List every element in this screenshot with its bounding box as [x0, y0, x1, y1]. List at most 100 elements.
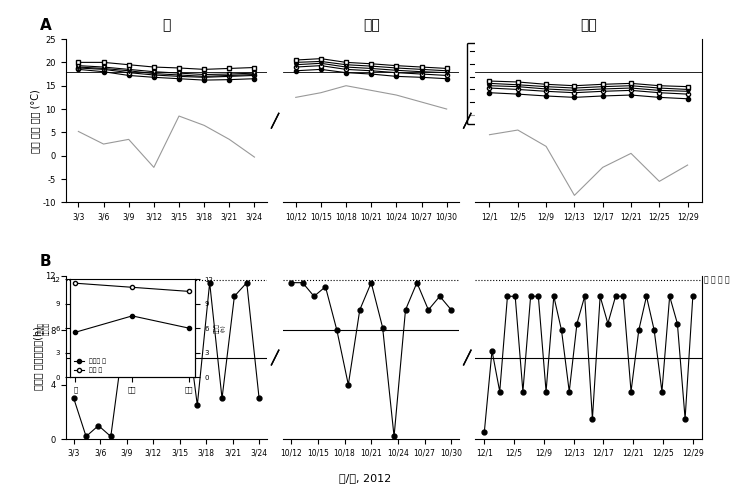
HPS [175, 70, 183, 76]
HPS [225, 71, 234, 77]
Control [392, 74, 401, 80]
낮길 이 [184, 288, 193, 294]
MH [200, 74, 208, 80]
Line: NCFI: NCFI [76, 61, 257, 71]
LED [317, 63, 325, 69]
HPS [626, 83, 635, 89]
HPS [200, 72, 208, 78]
NCFI [341, 60, 350, 65]
Control [175, 76, 183, 81]
MH [485, 83, 494, 89]
MH [442, 70, 451, 76]
Line: MH: MH [294, 61, 449, 75]
LED [124, 70, 133, 76]
NCFI [417, 64, 426, 70]
Text: 최 대 일 조 시 간: 최 대 일 조 시 간 [704, 275, 731, 285]
LED [417, 71, 426, 77]
MH [341, 64, 350, 70]
Control [683, 96, 692, 102]
Line: LED: LED [76, 66, 257, 80]
NCFI [542, 81, 550, 87]
LED [175, 74, 183, 80]
Text: 가을: 가을 [363, 19, 379, 33]
NCFI [175, 65, 183, 71]
MH [99, 65, 108, 71]
Control [225, 77, 234, 82]
HPS [124, 66, 133, 72]
MH [417, 69, 426, 75]
LED [225, 74, 234, 80]
HPS [317, 59, 325, 64]
NCFI [392, 63, 401, 69]
Legend: Control, LED, MH, HPS, NCFI, 시 설외부: Control, LED, MH, HPS, NCFI, 시 설외부 [466, 43, 523, 123]
HPS [442, 68, 451, 74]
HPS [542, 84, 550, 90]
Control [513, 91, 522, 97]
NCFI [225, 65, 234, 71]
NCFI [74, 60, 83, 65]
Control [417, 74, 426, 80]
Control [442, 76, 451, 81]
Control [99, 69, 108, 75]
LED [485, 85, 494, 91]
MH [367, 65, 376, 71]
Control [317, 66, 325, 72]
MH [250, 72, 259, 78]
HPS [683, 86, 692, 92]
LED [655, 90, 664, 96]
Control [367, 71, 376, 77]
낮길 이 [71, 280, 80, 286]
HPS [341, 62, 350, 68]
HPS [250, 70, 259, 76]
NCFI [570, 83, 579, 89]
LED [341, 66, 350, 72]
MH [175, 72, 183, 78]
LED [367, 68, 376, 74]
Line: NCFI: NCFI [294, 57, 449, 71]
NCFI [367, 61, 376, 67]
Text: 겨울: 겨울 [580, 19, 597, 33]
MH [317, 61, 325, 66]
HPS [570, 85, 579, 91]
Text: 봄: 봄 [162, 19, 170, 33]
LED [149, 72, 158, 78]
Control [292, 68, 300, 74]
NCFI [598, 81, 607, 87]
MH [392, 67, 401, 73]
HPS [655, 85, 664, 91]
Line: MH: MH [76, 65, 257, 79]
HPS [367, 63, 376, 69]
MH [74, 64, 83, 70]
MH [683, 88, 692, 94]
Control [542, 93, 550, 99]
MH [598, 86, 607, 92]
Control [250, 76, 259, 81]
Control [149, 74, 158, 80]
NCFI [442, 65, 451, 71]
Line: LED: LED [488, 86, 689, 96]
LED [683, 91, 692, 97]
NCFI [99, 60, 108, 65]
MH [570, 87, 579, 93]
Line: 낮길 이: 낮길 이 [73, 281, 191, 293]
HPS [598, 84, 607, 90]
NCFI [317, 56, 325, 61]
HPS [74, 63, 83, 69]
HPS [292, 60, 300, 65]
Line: NCFI: NCFI [488, 79, 689, 89]
MH [542, 86, 550, 92]
Control [598, 93, 607, 99]
LED [442, 73, 451, 79]
NCFI [513, 79, 522, 85]
HPS [99, 64, 108, 70]
Y-axis label: 낮길이
(h): 낮길이 (h) [215, 323, 226, 333]
HPS [392, 65, 401, 71]
낮길 이 [128, 285, 137, 290]
LED [200, 74, 208, 80]
NCFI [200, 66, 208, 72]
NCFI [485, 78, 494, 84]
MH [655, 87, 664, 93]
Control [570, 95, 579, 101]
Line: HPS: HPS [76, 63, 257, 77]
Control [124, 73, 133, 79]
